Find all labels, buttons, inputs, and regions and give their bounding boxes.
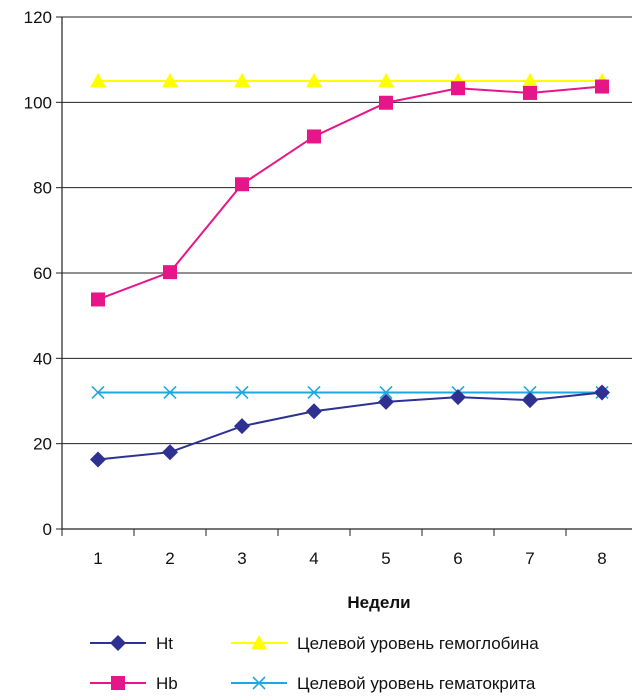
series-0-point xyxy=(522,392,538,409)
legend-label: Целевой уровень гемоглобина xyxy=(297,634,539,653)
y-tick-labels: 0 20 40 60 80 100 120 xyxy=(24,8,52,539)
axes xyxy=(56,16,632,536)
series-layer xyxy=(90,73,610,468)
series-0-point xyxy=(162,444,178,461)
series-1-point xyxy=(307,129,321,144)
x-tick-label: 6 xyxy=(453,549,462,568)
x-tick-label: 7 xyxy=(525,549,534,568)
x-axis-title: Недели xyxy=(347,593,410,612)
series-3-point xyxy=(163,385,177,400)
x-tick-label: 5 xyxy=(381,549,390,568)
y-tick-label: 60 xyxy=(33,264,52,283)
series-0-point xyxy=(90,451,106,468)
x-tick-label: 4 xyxy=(309,549,318,568)
series-1-point xyxy=(595,79,609,94)
series-3-point xyxy=(91,385,105,400)
gridlines xyxy=(62,16,632,445)
legend-marker xyxy=(252,676,266,690)
series-1-line xyxy=(97,85,603,301)
series-3-point xyxy=(235,385,249,400)
x-tick-label: 1 xyxy=(93,549,102,568)
legend-marker xyxy=(110,635,126,651)
x-tick-label: 8 xyxy=(597,549,606,568)
legend-item: Ht xyxy=(90,634,173,653)
series-1-point xyxy=(523,85,537,100)
legend-marker xyxy=(111,676,125,690)
series-3-point xyxy=(307,385,321,400)
series-1 xyxy=(91,79,609,307)
series-2-point xyxy=(378,73,394,88)
series-1-point xyxy=(91,292,105,307)
series-2-point xyxy=(162,73,178,88)
x-tick-label: 3 xyxy=(237,549,246,568)
series-1-point xyxy=(451,81,465,96)
legend-marker xyxy=(251,635,267,650)
legend: Ht Hb Целевой уровень гемоглобина Целевой у… xyxy=(90,634,539,693)
legend-label: Ht xyxy=(156,634,173,653)
x-tick-label: 2 xyxy=(165,549,174,568)
series-0-point xyxy=(594,384,610,401)
series-3 xyxy=(91,385,609,400)
legend-item: Целевой уровень гемоглобина xyxy=(231,634,539,653)
series-2 xyxy=(90,73,610,88)
legend-label: Целевой уровень гематокрита xyxy=(297,674,536,693)
legend-item: Hb xyxy=(90,674,178,693)
y-tick-label: 0 xyxy=(43,520,52,539)
y-tick-label: 20 xyxy=(33,435,52,454)
series-2-point xyxy=(306,73,322,88)
y-tick-label: 100 xyxy=(24,93,52,112)
y-tick-label: 120 xyxy=(24,8,52,27)
y-tick-label: 80 xyxy=(33,179,52,198)
series-1-point xyxy=(379,95,393,110)
series-0-point xyxy=(234,418,250,435)
legend-label: Hb xyxy=(156,674,178,693)
series-2-point xyxy=(234,73,250,88)
x-tick-labels: 1 2 3 4 5 6 7 8 xyxy=(93,549,606,568)
series-0-point xyxy=(378,393,394,410)
series-1-point xyxy=(163,265,177,280)
series-1-point xyxy=(235,177,249,192)
series-3-point xyxy=(379,385,393,400)
series-2-point xyxy=(522,73,538,88)
series-0-point xyxy=(450,389,466,406)
y-tick-label: 40 xyxy=(33,349,52,368)
series-0-point xyxy=(306,403,322,420)
series-0-line xyxy=(97,391,603,461)
series-2-point xyxy=(90,73,106,88)
legend-item: Целевой уровень гематокрита xyxy=(231,674,536,693)
series-0 xyxy=(90,384,610,468)
